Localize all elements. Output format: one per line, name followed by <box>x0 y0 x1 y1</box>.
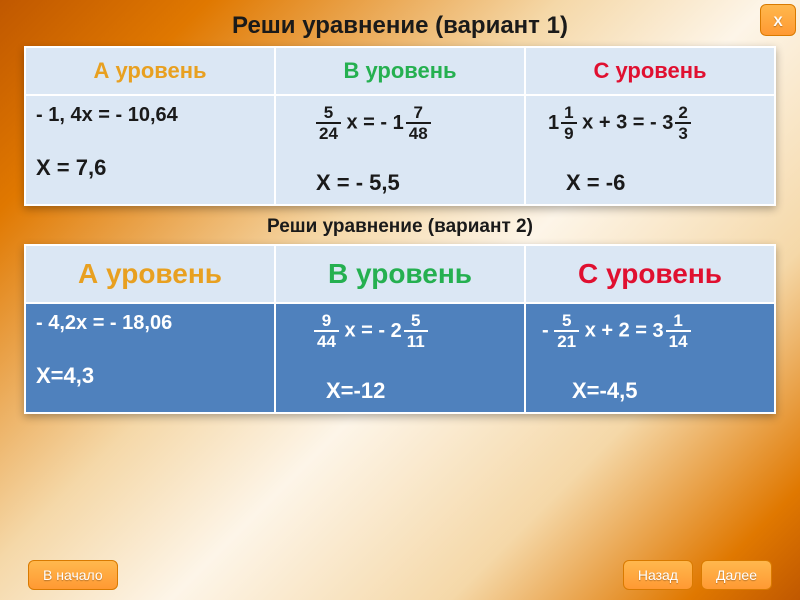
equation-a1: - 1, 4x = - 10,64 <box>36 104 268 127</box>
equation-row-2: - 4,2x = - 18,06 X=4,3 944 x = - 2511 X=… <box>25 303 775 413</box>
eq-b1-mid: x = - <box>346 112 387 134</box>
header-c-1: С уровень <box>525 47 775 95</box>
equation-a2: - 4,2x = - 18,06 <box>36 312 268 335</box>
fraction-c1-1: 19 <box>561 104 576 142</box>
cell-c-2: - 521 x + 2 = 3114 X=-4,5 <box>525 303 775 413</box>
header-b-1: В уровень <box>275 47 525 95</box>
mixed-c2: 3 <box>653 320 664 343</box>
equation-c1: 119 x + 3 = - 323 <box>536 104 768 142</box>
cell-b-1: 524 x = - 1748 X = - 5,5 <box>275 95 525 205</box>
title-variant-1: Реши уравнение (вариант 1) <box>24 12 776 40</box>
fraction-b2-1: 944 <box>314 312 339 350</box>
cell-a-2: - 4,2x = - 18,06 X=4,3 <box>25 303 275 413</box>
mixed-c1-2: 3 <box>662 112 673 135</box>
answer-b2: X=-12 <box>286 378 518 404</box>
header-c-2: С уровень <box>525 245 775 303</box>
equation-row-1: - 1, 4x = - 10,64 X = 7,6 524 x = - 1748… <box>25 95 775 205</box>
mixed-c1-1: 1 <box>548 112 559 135</box>
nav-right-group: Назад Далее <box>623 560 772 590</box>
answer-a1: X = 7,6 <box>36 155 268 181</box>
cell-b-2: 944 x = - 2511 X=-12 <box>275 303 525 413</box>
slide: Реши уравнение (вариант 1) А уровень В у… <box>0 0 800 600</box>
header-a-2: А уровень <box>25 245 275 303</box>
fraction-b1-1: 524 <box>316 104 341 142</box>
header-a-1: А уровень <box>25 47 275 95</box>
nav-back-button[interactable]: Назад <box>623 560 693 590</box>
equation-b1: 524 x = - 1748 <box>286 104 518 142</box>
fraction-c1-2: 23 <box>675 104 690 142</box>
header-b-2: В уровень <box>275 245 525 303</box>
eq-c2-mid: x + 2 = <box>585 320 647 342</box>
nav-start-button[interactable]: В начало <box>28 560 118 590</box>
header-row-1: А уровень В уровень С уровень <box>25 47 775 95</box>
table-variant-1: А уровень В уровень С уровень - 1, 4x = … <box>24 46 776 206</box>
answer-c2: X=-4,5 <box>536 378 768 404</box>
equation-b2: 944 x = - 2511 <box>286 312 518 350</box>
header-row-2: А уровень В уровень С уровень <box>25 245 775 303</box>
fraction-b1-2: 748 <box>406 104 431 142</box>
answer-b1: X = - 5,5 <box>286 170 518 196</box>
nav-next-button[interactable]: Далее <box>701 560 772 590</box>
answer-c1: X = -6 <box>536 170 768 196</box>
cell-a-1: - 1, 4x = - 10,64 X = 7,6 <box>25 95 275 205</box>
eq-b2-mid: x = - <box>344 320 385 342</box>
fraction-c2-1: 521 <box>554 312 579 350</box>
eq-c1-mid: x + 3 = - <box>582 112 657 134</box>
eq-c2-pre: - <box>542 320 554 342</box>
answer-a2: X=4,3 <box>36 363 268 389</box>
fraction-c2-2: 114 <box>666 312 691 350</box>
cell-c-1: 119 x + 3 = - 323 X = -6 <box>525 95 775 205</box>
mixed-b2: 2 <box>391 320 402 343</box>
nav-row: В начало Назад Далее <box>0 560 800 590</box>
mixed-b1: 1 <box>393 112 404 135</box>
fraction-b2-2: 511 <box>404 312 428 350</box>
equation-c2: - 521 x + 2 = 3114 <box>536 312 768 350</box>
title-variant-2: Реши уравнение (вариант 2) <box>24 216 776 238</box>
table-variant-2: А уровень В уровень С уровень - 4,2x = -… <box>24 244 776 414</box>
